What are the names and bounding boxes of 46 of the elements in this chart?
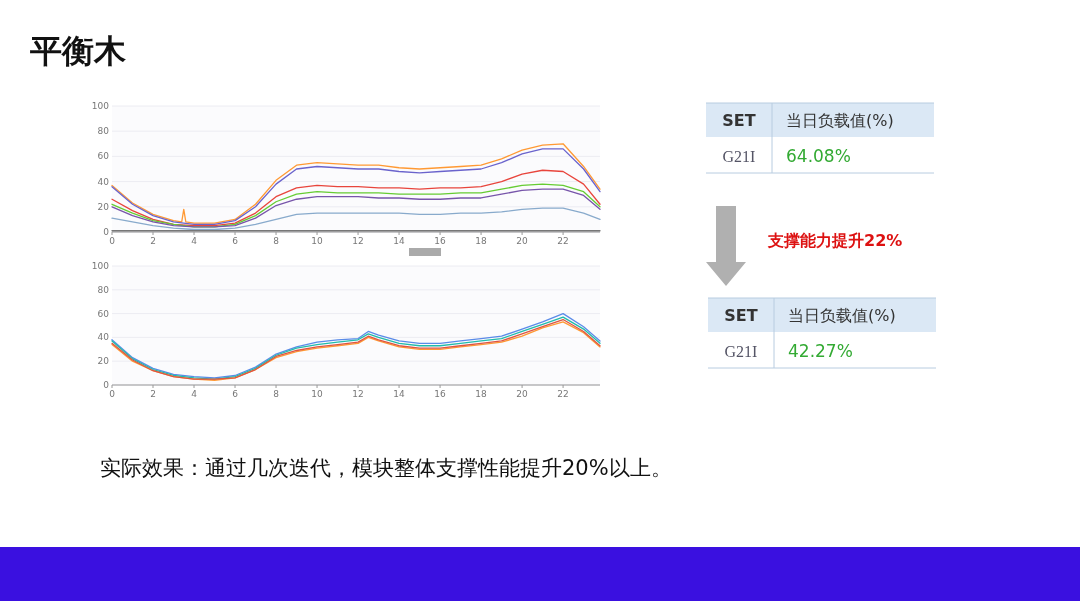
x-tick-label: 18 — [475, 389, 488, 399]
text: 平衡木 — [29, 32, 126, 70]
x-tick-label: 18 — [475, 236, 488, 246]
x-tick-label: 10 — [311, 236, 324, 246]
text: 实际效果：通过几次迭代，模块整体支撑性能提升20%以上。 — [100, 456, 672, 480]
x-tick-label: 14 — [393, 389, 406, 399]
text: SET — [722, 111, 756, 130]
y-tick-label: 0 — [103, 380, 110, 390]
x-tick-label: 16 — [434, 389, 447, 399]
text: 当日负载值(%) — [786, 111, 894, 130]
text: G21I — [722, 148, 756, 165]
x-tick-label: 6 — [232, 389, 239, 399]
x-tick-label: 20 — [516, 389, 529, 399]
text: 支撑能力提升22% — [767, 231, 903, 250]
y-tick-label: 100 — [91, 261, 110, 271]
y-tick-label: 100 — [91, 101, 110, 111]
line-series — [111, 169, 601, 227]
text: G21I — [724, 343, 758, 360]
y-tick-label: 0 — [103, 227, 110, 237]
y-tick-label: 60 — [97, 151, 110, 162]
text: 42.27% — [788, 341, 853, 361]
x-tick-label: 2 — [150, 236, 156, 246]
x-tick-label: 4 — [191, 236, 198, 246]
text: 当日负载值(%) — [788, 306, 896, 325]
y-tick-label: 40 — [97, 332, 110, 343]
y-tick-label: 80 — [97, 284, 110, 295]
text: SET — [724, 306, 758, 325]
text: 64.08% — [786, 146, 851, 166]
x-tick-label: 22 — [557, 236, 569, 246]
y-tick-label: 60 — [97, 308, 110, 319]
y-tick-label: 20 — [97, 201, 110, 212]
y-tick-label: 20 — [97, 356, 110, 367]
x-tick-label: 10 — [311, 389, 324, 399]
y-tick-label: 80 — [97, 126, 110, 137]
x-tick-label: 6 — [232, 236, 239, 246]
x-tick-label: 8 — [273, 236, 280, 246]
x-tick-label: 2 — [150, 389, 156, 399]
x-tick-label: 4 — [191, 389, 198, 399]
x-tick-label: 20 — [516, 236, 529, 246]
x-tick-label: 12 — [352, 236, 364, 246]
x-tick-label: 22 — [557, 389, 569, 399]
y-tick-label: 40 — [97, 176, 110, 187]
x-tick-label: 8 — [273, 389, 280, 399]
x-tick-label: 16 — [434, 236, 447, 246]
x-tick-label: 14 — [393, 236, 406, 246]
x-tick-label: 12 — [352, 389, 364, 399]
